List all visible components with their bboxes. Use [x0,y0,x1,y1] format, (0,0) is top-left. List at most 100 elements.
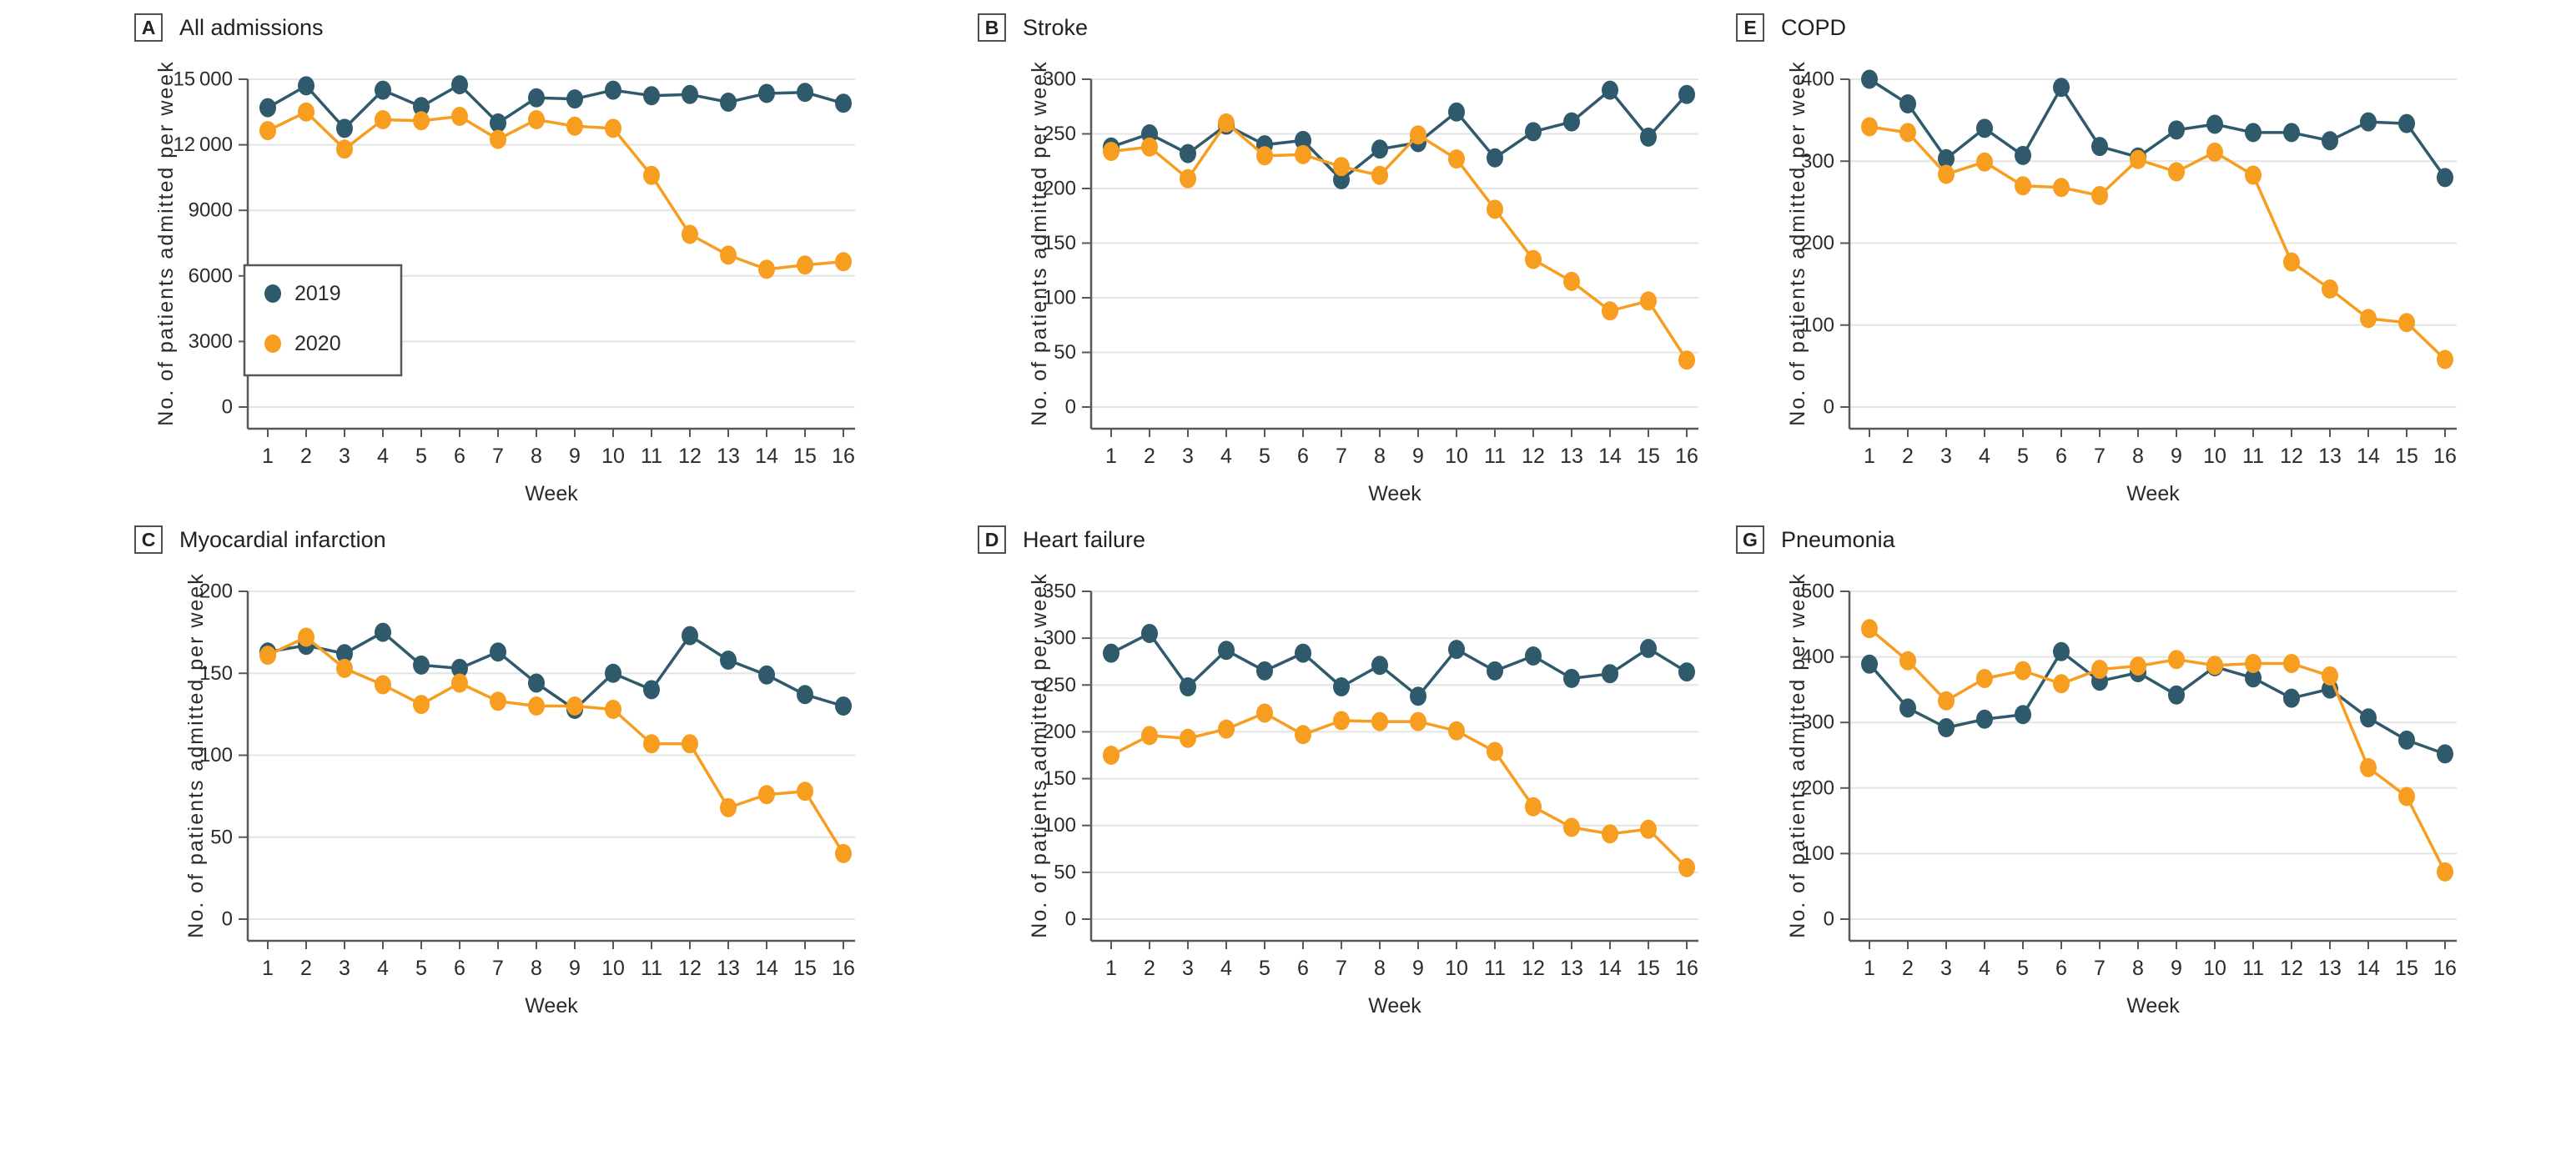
x-tick-label: 12 [1522,957,1545,980]
y-tick-label: 50 [1054,341,1076,364]
data-point-2020-week-3 [336,139,353,159]
x-tick-label: 4 [377,445,389,468]
data-point-2019-week-12 [1525,122,1542,142]
x-tick-label: 4 [1220,445,1232,468]
y-tick-label: 150 [1043,767,1076,790]
x-tick-label: 12 [2280,445,2303,468]
x-tick-label: 4 [1979,957,1990,980]
x-tick-label: 7 [492,957,504,980]
data-point-2019-week-11 [2245,123,2262,143]
data-point-2020-week-15 [797,782,813,802]
data-point-2020-week-15 [2398,787,2415,807]
data-point-2020-week-16 [1678,350,1695,370]
panel-G: G Pneumonia 0 100 200 300 400 500 1 2 3 4 5 6 7 8 9 10 11 1… [1728,519,2520,1031]
y-tick-label: 15 000 [173,68,233,91]
y-tick-label: 300 [1801,150,1834,173]
data-point-2019-week-5 [413,655,430,675]
x-tick-label: 11 [1484,957,1506,980]
x-tick-label: 14 [2357,445,2380,468]
series-line-2019 [1868,78,2447,179]
data-point-2020-week-5 [1256,146,1273,166]
data-point-2020-week-14 [2360,309,2377,329]
panel-title: Myocardial infarction [179,526,386,552]
x-tick-label: 7 [2094,957,2106,980]
data-point-2020-week-7 [1333,157,1350,177]
data-point-2019-week-2 [1899,94,1916,113]
data-point-2020-week-5 [2015,661,2031,681]
series-line-2019 [266,83,845,130]
x-tick-label: 2 [1144,445,1155,468]
data-point-2020-week-10 [2206,656,2223,676]
y-tick-label: 100 [199,744,233,766]
panel-C: C Myocardial infarction 0 50 100 150 200 1 2 3 4 5 6… [126,519,918,1031]
panel-letter-badge: D [978,525,1006,554]
x-tick-label: 13 [2318,957,2342,980]
x-tick-label: 9 [569,445,581,468]
x-tick-label: 13 [717,445,740,468]
y-tick-label: 0 [1065,396,1076,419]
x-tick-label: 6 [454,445,465,468]
legend-marker-2020 [264,334,281,353]
data-point-2019-week-13 [1563,668,1580,688]
data-point-2019-week-8 [1371,656,1388,676]
data-point-2020-week-3 [1180,728,1196,748]
y-axis-title: No. of patients admitted per week [154,60,178,425]
x-tick-label: 4 [377,957,389,980]
panel-E: E COPD 0 100 200 300 400 1 2 3 4 5 6 7 8 9 10 11 12 13 14 15 1… [1728,7,2520,519]
x-tick-label: 5 [415,957,427,980]
data-point-2019-week-13 [720,93,737,112]
data-point-2019-week-3 [1180,143,1196,163]
y-tick-label: 50 [210,826,233,848]
x-tick-label: 4 [1220,957,1232,980]
data-point-2020-week-14 [1602,824,1618,844]
x-tick-label: 8 [1374,957,1386,980]
data-point-2019-week-7 [490,642,506,662]
x-tick-label: 8 [531,445,542,468]
data-point-2020-week-11 [2245,654,2262,673]
data-point-2020-week-13 [1563,271,1580,291]
data-point-2019-week-7 [490,113,506,133]
x-tick-label: 10 [601,957,625,980]
x-tick-label: 15 [1637,957,1660,980]
data-point-2019-week-10 [605,663,621,683]
data-point-2020-week-2 [1899,651,1916,671]
data-point-2019-week-4 [1218,641,1235,661]
x-axis-title: Week [1368,482,1421,505]
data-point-2020-week-5 [413,111,430,131]
x-tick-label: 15 [793,445,817,468]
x-tick-label: 3 [1940,957,1952,980]
data-point-2020-week-7 [1333,711,1350,731]
data-point-2020-week-5 [2015,176,2031,196]
data-point-2020-week-3 [1938,691,1955,711]
x-tick-label: 6 [2055,957,2067,980]
y-tick-label: 12 000 [173,133,233,156]
legend-marker-2019 [264,284,281,303]
x-tick-label: 3 [1940,445,1952,468]
x-tick-label: 6 [1297,445,1309,468]
data-point-2020-week-4 [1218,719,1235,739]
y-tick-label: 300 [1043,68,1076,91]
x-tick-label: 8 [2132,445,2144,468]
x-tick-label: 16 [1675,957,1698,980]
y-tick-label: 0 [1824,396,1834,419]
data-point-2020-week-11 [1487,741,1503,761]
x-tick-label: 10 [1445,957,1468,980]
data-point-2020-week-15 [1640,291,1657,311]
data-point-2019-week-16 [1678,84,1695,104]
data-point-2020-week-11 [2245,165,2262,185]
data-point-2020-week-7 [2091,186,2108,205]
x-tick-label: 1 [1105,957,1117,980]
data-point-2019-week-11 [643,86,660,106]
data-point-2020-week-5 [1256,703,1273,723]
data-point-2019-week-15 [1640,127,1657,147]
x-tick-label: 13 [717,957,740,980]
data-point-2019-week-14 [1602,664,1618,684]
panel-B: B Stroke 0 50 100 150 200 250 300 1 2 3 4 5 6 7 8 9 10 11 12… [969,7,1762,519]
data-point-2019-week-8 [528,673,545,693]
data-point-2019-week-13 [2322,131,2338,151]
data-point-2019-week-1 [259,98,276,118]
x-tick-label: 13 [1560,957,1583,980]
data-point-2019-week-3 [1180,677,1196,696]
